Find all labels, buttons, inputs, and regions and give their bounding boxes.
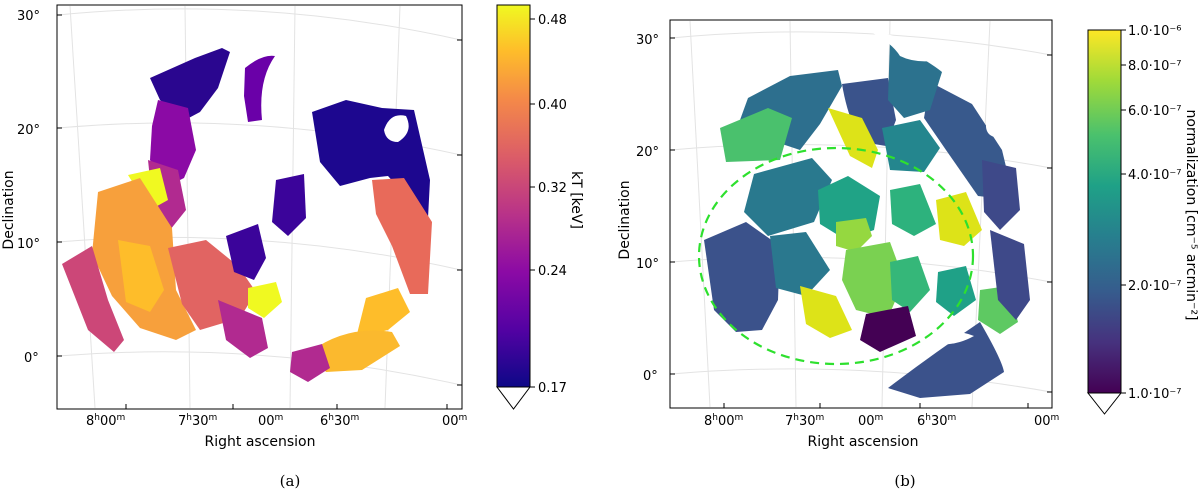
panel-b-colorbar-tick: 2.0·10⁻⁷	[1128, 279, 1181, 294]
panel-b-ticks	[670, 37, 1052, 408]
panel-b-colorbar: 1.0·10⁻⁶ 8.0·10⁻⁷ 6.0·10⁻⁷ 4.0·10⁻⁷ 2.0·…	[1086, 24, 1199, 415]
panel-a-colorbar-tick: 0.40	[538, 98, 567, 113]
panel-a-ytick: 30°	[17, 9, 40, 24]
panel-a-colorbar-label: kT [keV]	[568, 171, 584, 229]
panel-a-xtick: 6h30m	[320, 413, 359, 429]
panel-a-ytick: 20°	[17, 123, 40, 138]
panel-a-ticks	[57, 14, 462, 409]
panel-b-xtick: 00m	[858, 413, 883, 429]
panel-b-colorbar-label: normalization [cm⁻⁵ arcmin⁻²]	[1183, 110, 1199, 321]
panel-a-xtick: 7h30m	[178, 413, 217, 429]
panel-a-colorbar: 0.48 0.40 0.32 0.24 0.17 kT [keV]	[496, 4, 584, 410]
panel-a-caption: (a)	[280, 472, 301, 490]
panel-a-colorbar-tick: 0.17	[538, 381, 567, 396]
panel-b-ytick: 10°	[636, 257, 659, 272]
panel-b: 30° 20° 10° 0° 8h00m 7h30m 00m 6h30m 00m…	[617, 19, 1199, 490]
panel-a-colorbar-tick: 0.32	[538, 181, 567, 196]
panel-b-xtick: 00m	[1034, 413, 1059, 429]
panel-a-xtick: 00m	[258, 413, 283, 429]
panel-a-ylabel: Declination	[1, 170, 17, 249]
panel-a-colorbar-tick: 0.24	[538, 264, 567, 279]
panel-a-colorbar-tick: 0.48	[538, 13, 567, 28]
panel-b-ytick: 20°	[636, 145, 659, 160]
panel-b-colorbar-tick: 1.0·10⁻⁶	[1128, 24, 1181, 39]
panel-a-ytick: 10°	[17, 237, 40, 252]
panel-b-colorbar-tick: 4.0·10⁻⁷	[1128, 168, 1181, 183]
panel-b-colorbar-extend-min	[1086, 392, 1123, 415]
panel-b-dashed-circle	[697, 146, 975, 366]
panel-b-caption: (b)	[894, 472, 915, 490]
panel-a: 30° 20° 10° 0° 8h00m 7h30m 00m 6h30m 00m…	[1, 4, 584, 490]
panel-b-colorbar-tick: 6.0·10⁻⁷	[1128, 104, 1181, 119]
panel-b-xlabel: Right ascension	[808, 434, 919, 450]
panel-a-colorbar-extend-min	[496, 386, 531, 410]
panel-b-colorbar-tick: 1.0·10⁻⁷	[1128, 387, 1181, 402]
panel-b-ytick: 30°	[636, 33, 659, 48]
panel-a-ytick: 0°	[24, 351, 39, 366]
panel-b-ytick: 0°	[643, 369, 658, 384]
panel-a-regions	[62, 48, 432, 382]
panel-a-xtick: 00m	[442, 413, 467, 429]
panel-b-xtick: 6h30m	[917, 413, 956, 429]
panel-b-regions	[704, 28, 1030, 398]
panel-a-xlabel: Right ascension	[205, 434, 316, 450]
panel-b-colorbar-tick: 8.0·10⁻⁷	[1128, 59, 1181, 74]
panel-b-xtick: 8h00m	[704, 413, 743, 429]
panel-a-xtick: 8h00m	[86, 413, 125, 429]
panel-b-ylabel: Declination	[617, 180, 633, 259]
panel-b-xtick: 7h30m	[785, 413, 824, 429]
